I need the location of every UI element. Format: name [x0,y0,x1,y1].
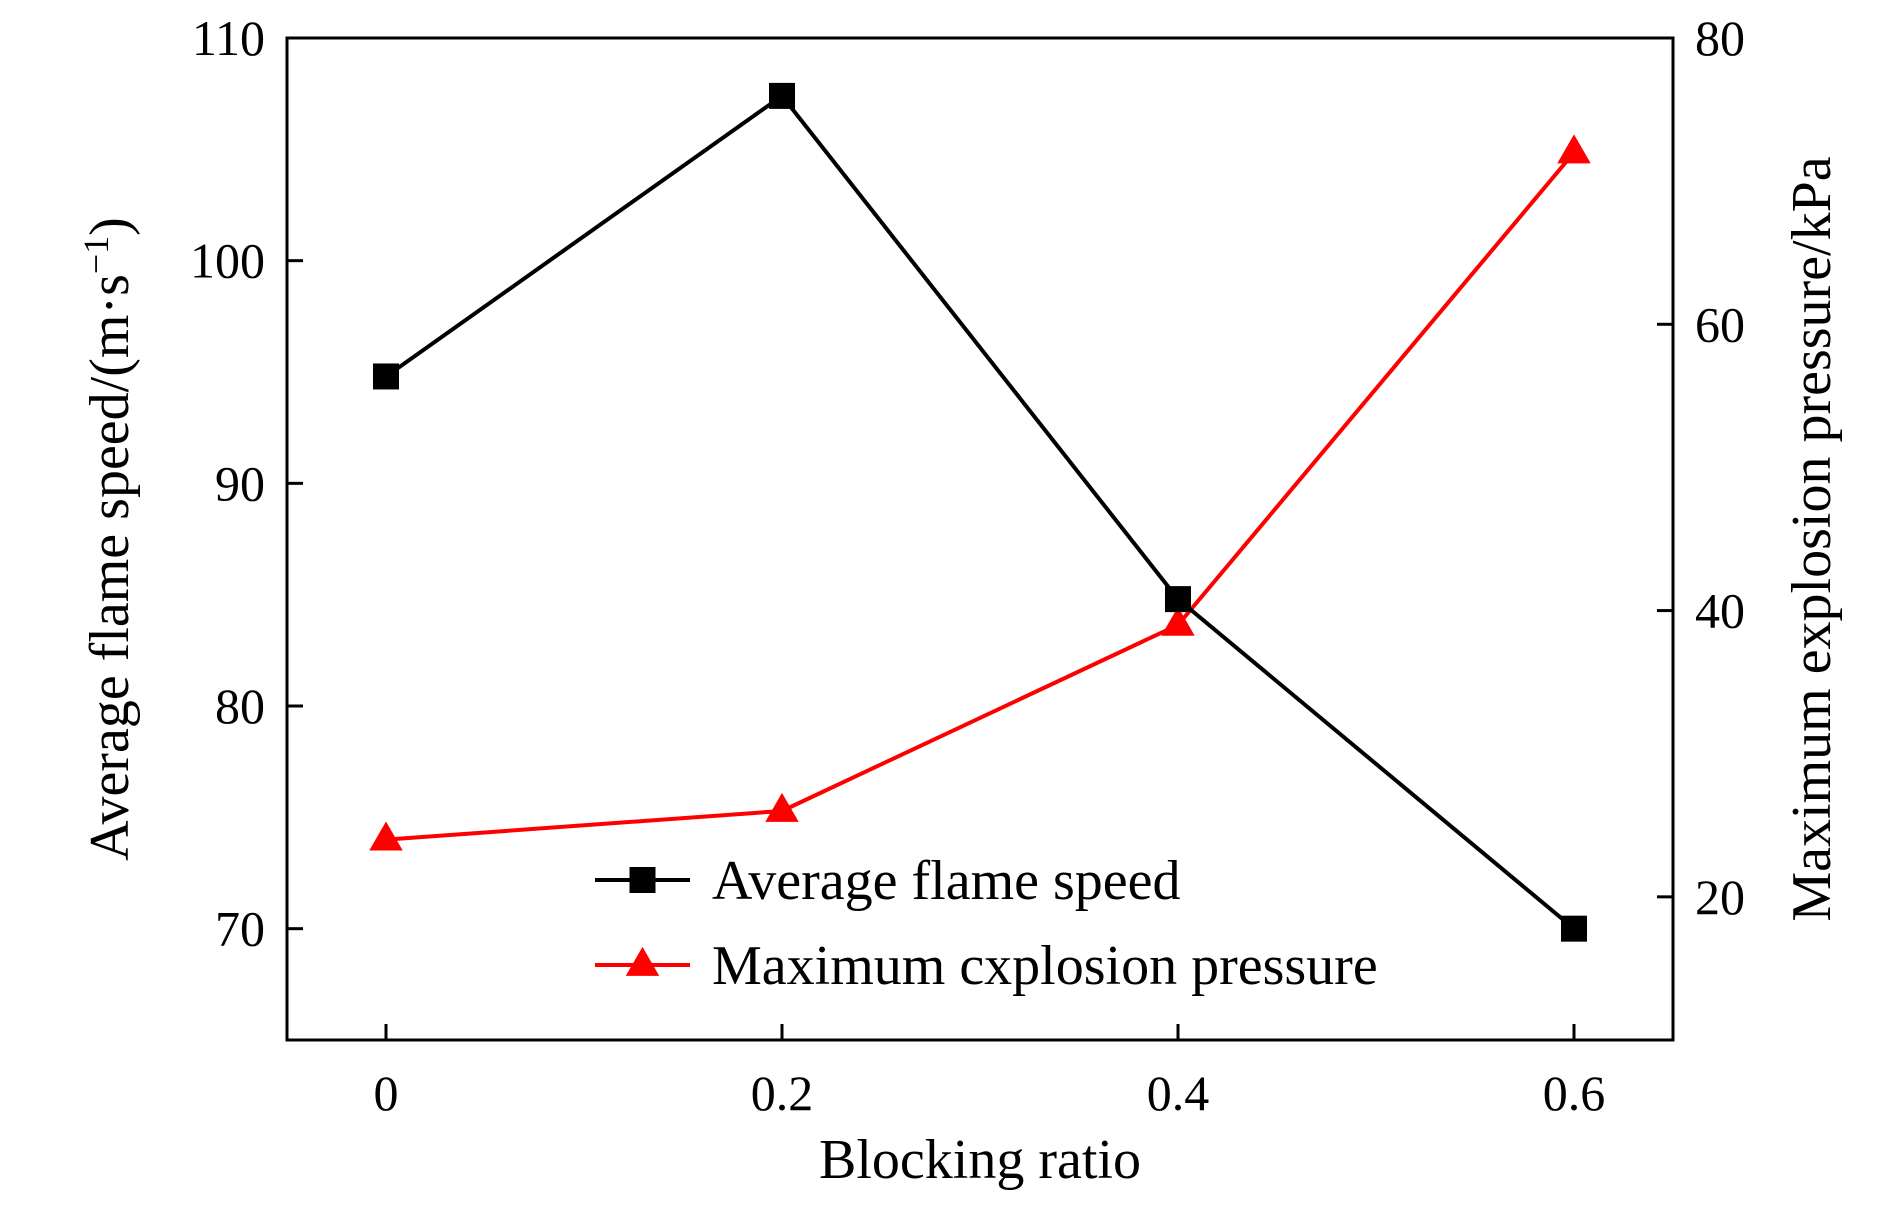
y-left-title-superscript: −1 [76,236,116,274]
y-left-title-main: Average flame speed/(m·s [79,274,141,861]
y-left-axis-title: Average flame speed/(m·s−1) [76,217,141,861]
axes-layer: 0 0.2 0.4 0.6 70 80 90 100 110 20 40 60 80 Blocking r… [76,10,1843,1191]
x-tick-label: 0 [374,1065,399,1121]
legend: Average flame speed Maximum cxplosion pre… [595,850,1378,997]
series-flame-speed [373,82,1587,942]
series-layer [369,82,1591,942]
explosion-pressure-point [1161,606,1195,636]
flame-speed-point [1165,586,1191,613]
series-explosion-pressure [369,134,1591,851]
x-axis-title: Blocking ratio [819,1129,1141,1191]
plot-frame [285,36,1675,1042]
x-tick-label: 0.4 [1147,1065,1210,1121]
y-left-tick-label: 70 [215,901,265,957]
y-right-tick-label: 20 [1695,869,1745,925]
y-right-tick-label: 80 [1695,10,1745,66]
flame-speed-point [1561,915,1587,942]
y-left-tick-label: 80 [215,678,265,734]
y-left-tick-label: 110 [192,10,265,66]
legend-marker-explosion-pressure [625,946,660,976]
y-left-tick-label: 90 [215,455,265,511]
flame-speed-point [769,82,795,109]
explosion-pressure-point [1557,134,1591,164]
legend-label-flame-speed: Average flame speed [712,850,1180,912]
flame-speed-point [373,363,399,390]
legend-label-explosion-pressure: Maximum cxplosion pressure [712,935,1378,997]
y-right-tick-label: 40 [1695,583,1745,639]
x-tick-label: 0.2 [751,1065,814,1121]
y-right-tick-label: 60 [1695,296,1745,352]
flame-speed-line [384,93,1576,931]
explosion-pressure-point [369,821,403,851]
y-right-axis-title: Maximum explosion pressure/kPa [1781,156,1843,921]
y-left-tick-label: 100 [190,233,265,289]
explosion-pressure-point [765,792,799,822]
legend-marker-flame-speed [629,867,656,893]
x-tick-label: 0.6 [1543,1065,1606,1121]
explosion-pressure-line [385,151,1576,842]
y-left-title-close: ) [79,217,141,236]
